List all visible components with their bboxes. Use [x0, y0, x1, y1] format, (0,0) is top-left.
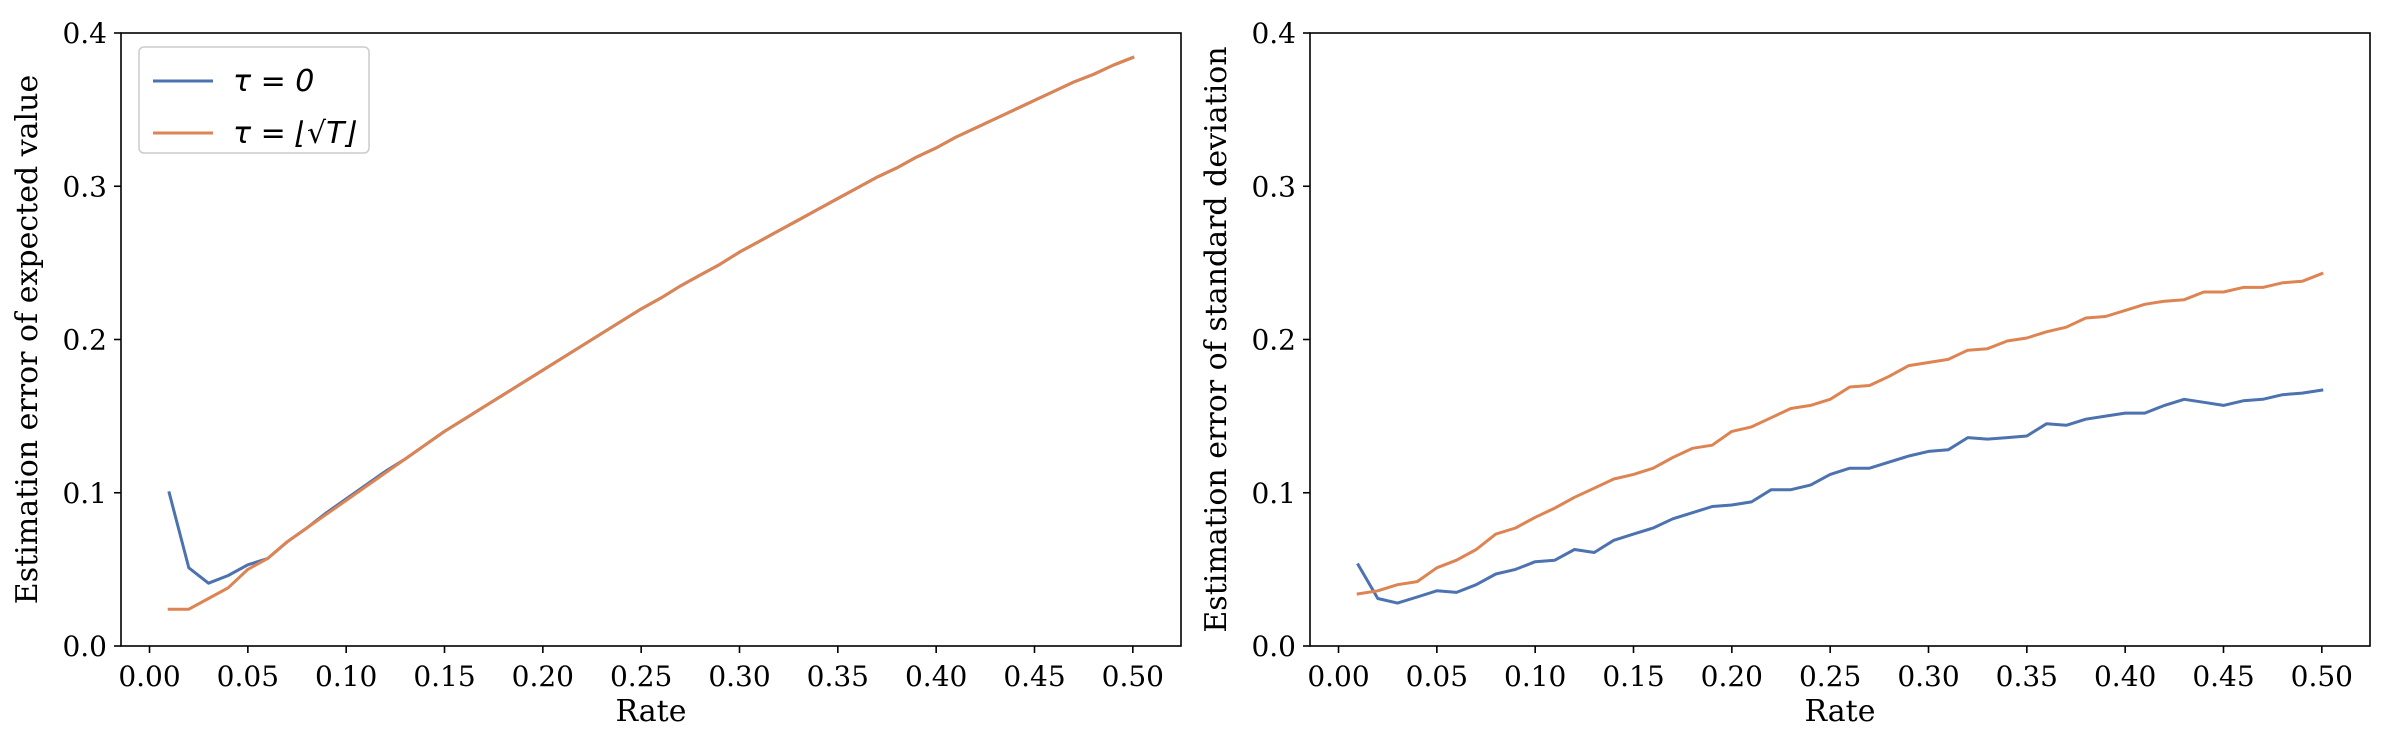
y-tick-label: 0.4 — [1251, 17, 1296, 50]
y-tick-label: 0.3 — [1251, 170, 1296, 203]
x-tick-label: 0.10 — [315, 660, 377, 693]
y-axis-label: Estimation error of standard deviation — [1199, 46, 1234, 632]
x-tick-label: 0.40 — [905, 660, 967, 693]
x-tick-label: 0.50 — [2291, 660, 2353, 693]
x-tick-label: 0.20 — [512, 660, 574, 693]
x-tick-label: 0.45 — [1003, 660, 1065, 693]
x-tick-label: 0.30 — [1897, 660, 1959, 693]
y-tick-label: 0.0 — [62, 630, 107, 663]
x-tick-label: 0.50 — [1102, 660, 1164, 693]
x-tick-label: 0.30 — [708, 660, 770, 693]
x-tick-label: 0.10 — [1504, 660, 1566, 693]
legend-label-tau-0: τ = 0 — [233, 64, 314, 99]
y-tick-label: 0.3 — [62, 170, 107, 203]
chart-panel-1: 0.00 0.05 0.10 0.15 0.20 0.25 0.30 0.35 0.40 0.45… — [10, 17, 1182, 729]
series-line-tau-0 — [1356, 388, 2324, 605]
y-tick-label: 0.4 — [62, 17, 107, 50]
y-tick-label: 0.0 — [1251, 630, 1296, 663]
x-tick-label: 0.15 — [413, 660, 475, 693]
x-tick-label: 0.00 — [118, 660, 180, 693]
x-tick-label: 0.20 — [1701, 660, 1763, 693]
x-axis-label: Rate — [616, 694, 687, 729]
x-tick-label: 0.05 — [1406, 660, 1468, 693]
y-tick-label: 0.1 — [62, 477, 107, 510]
x-axis-label: Rate — [1805, 694, 1876, 729]
x-tick-label: 0.40 — [2094, 660, 2156, 693]
x-tick-label: 0.25 — [1799, 660, 1861, 693]
x-tick-label: 0.00 — [1307, 660, 1369, 693]
series-line-tau-sqrt-t — [167, 55, 1135, 611]
x-tick-label: 0.35 — [807, 660, 869, 693]
y-tick-label: 0.1 — [1251, 477, 1296, 510]
x-tick-label: 0.35 — [1996, 660, 2058, 693]
chart-panel-2: 0.00 0.05 0.10 0.15 0.20 0.25 0.30 0.35 0.40 0.45… — [1199, 17, 2371, 729]
x-tick-label: 0.45 — [2192, 660, 2254, 693]
y-axis-label: Estimation error of expected value — [10, 75, 45, 604]
x-tick-label: 0.25 — [610, 660, 672, 693]
x-tick-label: 0.15 — [1602, 660, 1664, 693]
legend-box — [138, 46, 370, 154]
y-tick-label: 0.2 — [1251, 324, 1296, 357]
y-tick-label: 0.2 — [62, 324, 107, 357]
x-tick-label: 0.05 — [217, 660, 279, 693]
legend-label-tau-sqrt-t: τ = ⌊√T⌋ — [233, 116, 356, 151]
legend: τ = 0 τ = ⌊√T⌋ — [138, 46, 370, 154]
series-line-tau-sqrt-t — [1356, 271, 2324, 596]
